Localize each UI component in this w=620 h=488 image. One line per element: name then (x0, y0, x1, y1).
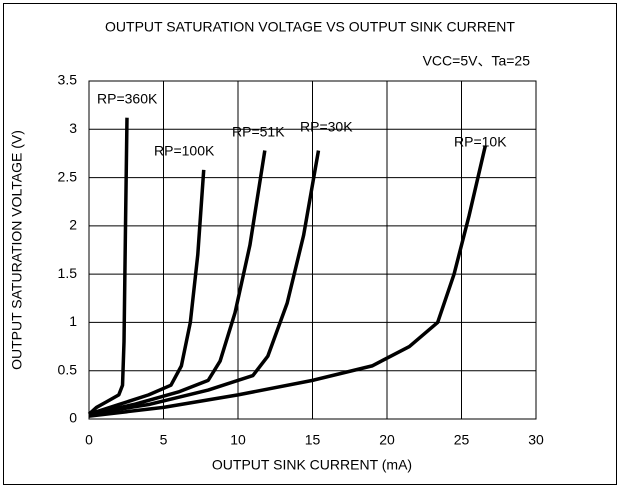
x-tick-label: 15 (305, 432, 321, 448)
series-label: RP=360K (97, 91, 158, 107)
x-tick-label: 25 (454, 432, 470, 448)
chart-title: OUTPUT SATURATION VOLTAGE VS OUTPUT SINK… (105, 19, 515, 35)
series-line (87, 117, 129, 416)
frame (3, 3, 617, 485)
x-tick-label: 20 (379, 432, 395, 448)
series-line (88, 150, 321, 416)
series-label: RP=100K (154, 143, 215, 159)
x-tick-label: 5 (160, 432, 168, 448)
y-tick-label: 3.5 (58, 72, 78, 88)
y-tick-label: 1.5 (58, 265, 78, 281)
y-tick-label: 0.5 (58, 361, 78, 377)
x-tick-label: 10 (230, 432, 246, 448)
x-tick-label: 0 (85, 432, 93, 448)
series-label: RP=51K (232, 124, 285, 140)
annotation: VCC=5V、Ta=25 (423, 53, 531, 69)
y-tick-label: 2.5 (58, 168, 78, 184)
series-line (88, 145, 488, 418)
y-tick-label: 1 (69, 313, 77, 329)
series-line (88, 150, 267, 416)
y-tick-label: 0 (69, 410, 77, 426)
y-axis-label: OUTPUT SATURATION VOLTAGE (V) (9, 130, 25, 370)
series-label: RP=30K (300, 119, 353, 135)
y-tick-label: 3 (69, 120, 77, 136)
x-tick-label: 30 (528, 432, 544, 448)
series-label: RP=10K (454, 134, 507, 150)
series-line (88, 169, 206, 416)
x-axis-label: OUTPUT SINK CURRENT (mA) (212, 457, 412, 473)
y-tick-label: 2 (69, 217, 77, 233)
